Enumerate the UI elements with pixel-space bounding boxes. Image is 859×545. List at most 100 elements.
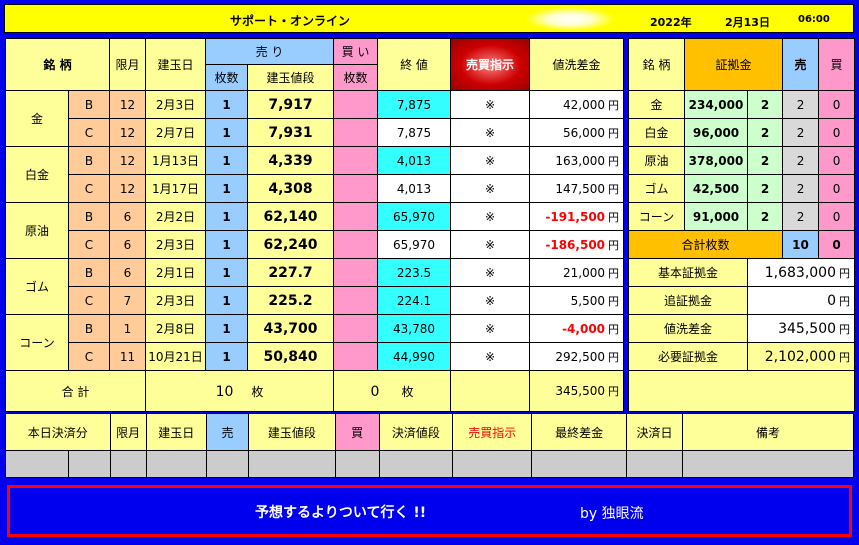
settle-header-10: 備考: [682, 413, 854, 451]
symbol-name: 金: [5, 90, 69, 147]
diff-value: -4,000: [562, 321, 606, 336]
col-header-diff: 値洗差金: [529, 38, 625, 91]
footer-banner: 予想するよりついて行く !! by 独眼流: [7, 485, 852, 537]
table-row: 原油 B 6 2月2日 1 62,140 65,970 ※ -191,500 円: [5, 202, 625, 259]
order-instruction-button[interactable]: 売買指示: [450, 38, 531, 91]
mark-to-market-diff: 292,500 円: [529, 342, 625, 371]
col-header-month: 限月: [109, 38, 146, 91]
table-row: 白金 96,000 2 2 0: [628, 118, 856, 147]
summary-row: 必要証拠金 2,102,000 円: [628, 342, 856, 371]
settle-cell: [625, 450, 684, 478]
col-header-sell: 売 り: [204, 38, 335, 65]
order-mark[interactable]: ※: [450, 146, 531, 175]
col-header-sell-count: 枚数: [205, 64, 248, 91]
open-date: 2月3日: [145, 90, 206, 119]
table-row: 原油 378,000 2 2 0: [628, 146, 856, 175]
sell-count: 1: [205, 230, 248, 259]
order-mark[interactable]: ※: [450, 174, 531, 203]
open-price: 7,931: [246, 118, 335, 147]
order-mark[interactable]: ※: [450, 342, 531, 371]
contract-month: 12: [109, 118, 146, 147]
buy-count: [333, 146, 379, 175]
summary-amount: 2,102,000: [764, 348, 837, 365]
table-row: ゴム B 6 2月1日 1 227.7 223.5 ※ 21,000 円: [5, 258, 625, 315]
order-mark[interactable]: ※: [450, 202, 531, 231]
side-symbol-name: 金: [628, 90, 685, 119]
buy-count: [333, 202, 379, 231]
order-mark[interactable]: ※: [450, 258, 531, 287]
settle-cell: [452, 450, 533, 478]
table-row: コーン 91,000 2 2 0: [628, 202, 856, 231]
settle-cell: [682, 450, 854, 478]
order-mark[interactable]: ※: [450, 118, 531, 147]
header-bar: サポート・オンライン 2022年 2月13日 06:00: [4, 4, 854, 33]
settle-cell: [145, 450, 207, 478]
open-price: 225.2: [246, 286, 335, 315]
side-buy-count: 0: [818, 118, 856, 147]
open-price: 7,917: [246, 90, 335, 119]
open-date: 2月7日: [145, 118, 206, 147]
diff-value: 147,500: [555, 181, 606, 196]
open-date: 2月8日: [145, 314, 206, 343]
col-header-price: 建玉値段: [246, 64, 335, 91]
positions-table: 銘 柄限月 建玉日売 り買 い終 値売買指示 値洗差金 枚数 建玉値段 枚数金 B 12 2月3…: [5, 38, 625, 412]
settle-header-2: 建玉日: [145, 413, 207, 451]
side-header-margin: 証拠金: [683, 38, 784, 91]
sell-count: 1: [205, 314, 248, 343]
table-row: C 7 2月3日 1 225.2 224.1 ※ 5,500 円: [6, 286, 625, 315]
symbol-name: 白金: [5, 146, 69, 203]
order-mark[interactable]: ※: [450, 230, 531, 259]
diff-value: 292,500: [555, 349, 606, 364]
table-row: C 6 2月3日 1 62,240 65,970 ※ -186,500 円: [6, 230, 625, 259]
sell-count: 1: [205, 90, 248, 119]
order-mark[interactable]: ※: [450, 314, 531, 343]
open-price: 227.7: [246, 258, 335, 287]
open-price: 62,240: [246, 230, 335, 259]
settle-header-1: 限月: [109, 413, 147, 451]
margin-table: 銘 柄証拠金売買金 234,000 2 2 0 白金 96,000 2 2 0 原油 378,000 2…: [627, 38, 856, 412]
open-price: 62,140: [246, 202, 335, 231]
sell-count: 1: [205, 118, 248, 147]
symbol-name: 原油: [5, 202, 69, 259]
side-symbol-name: 白金: [628, 118, 685, 147]
close-price: 4,013: [377, 174, 452, 203]
contract-month: 12: [109, 174, 146, 203]
position-type: B: [68, 202, 110, 231]
sell-count: 1: [205, 146, 248, 175]
total-buy-unit: 枚: [401, 384, 414, 399]
margin-value: 96,000: [684, 118, 748, 147]
order-mark[interactable]: ※: [450, 286, 531, 315]
diff-value: -186,500: [545, 237, 606, 252]
contract-month: 12: [109, 146, 146, 175]
order-mark[interactable]: ※: [450, 90, 531, 119]
settle-cell: [68, 450, 111, 478]
buy-count: [333, 342, 379, 371]
total-diff: 345,500 円: [529, 370, 625, 412]
summary-row: 追証拠金 0 円: [628, 286, 856, 315]
side-header-sell: 売: [782, 38, 820, 91]
col-header-buy: 買 い: [333, 38, 379, 65]
mark-to-market-diff: -4,000 円: [529, 314, 625, 343]
margin-value: 378,000: [684, 146, 748, 175]
symbol-name: ゴム: [5, 258, 69, 315]
mark-to-market-diff: 56,000 円: [529, 118, 625, 147]
position-type: C: [68, 118, 110, 147]
position-type: B: [68, 258, 110, 287]
side-sell-count: 2: [782, 174, 820, 203]
mark-to-market-diff: 5,500 円: [529, 286, 625, 315]
settle-header-5: 買: [334, 413, 380, 451]
close-price: 224.1: [377, 286, 452, 315]
summary-label: 基本証拠金: [628, 258, 748, 287]
table-row: ゴム 42,500 2 2 0: [628, 174, 856, 203]
position-type: B: [68, 90, 110, 119]
total-sell-unit: 枚: [251, 384, 264, 399]
mark-to-market-diff: -186,500 円: [529, 230, 625, 259]
table-row: コーン B 1 2月8日 1 43,700 43,780 ※ -4,000 円: [5, 314, 625, 371]
settle-cell: [531, 450, 627, 478]
open-date: 2月3日: [145, 286, 206, 315]
contract-month: 6: [109, 230, 146, 259]
summary-value: 345,500 円: [746, 314, 856, 343]
close-price: 7,875: [377, 118, 452, 147]
margin-count: 2: [746, 202, 784, 231]
